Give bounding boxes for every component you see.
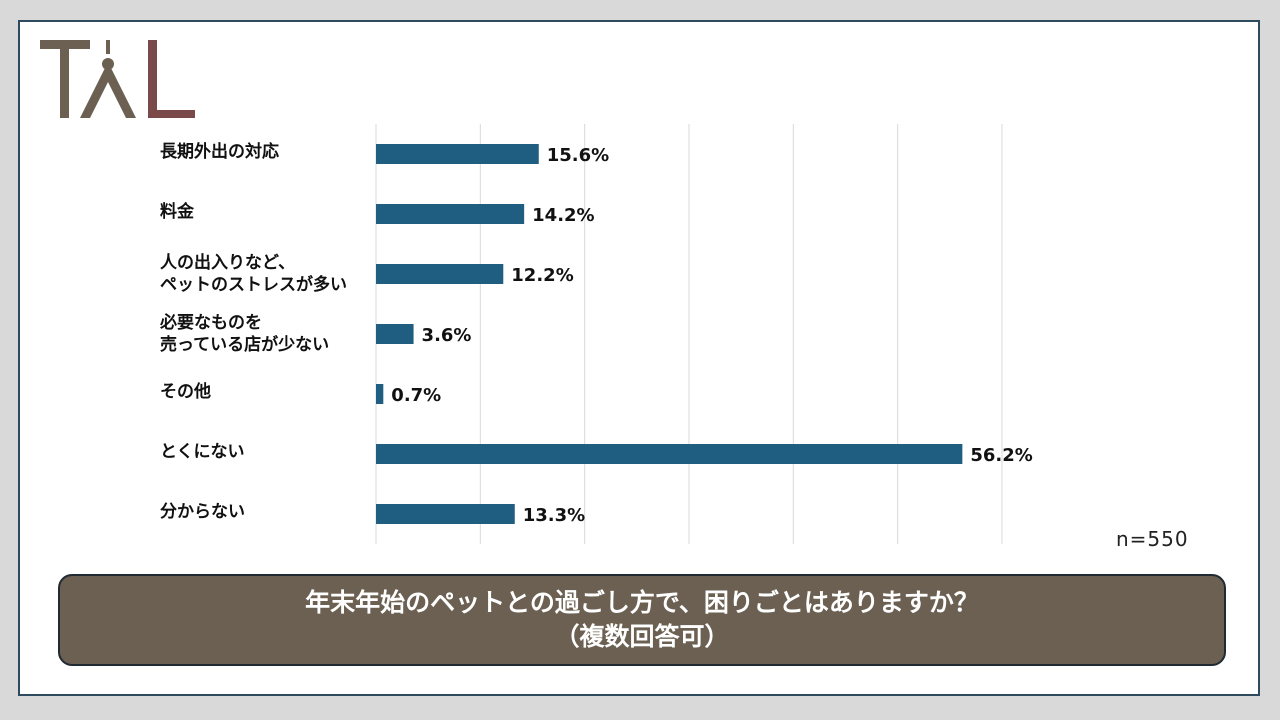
bar-3: [376, 324, 414, 344]
bar-0: [376, 144, 539, 164]
bar-1: [376, 204, 525, 224]
sample-size: n=550: [1116, 527, 1189, 551]
value-label-6: 13.3%: [523, 505, 585, 526]
category-label-line: 長期外出の対応: [160, 142, 279, 162]
bar-6: [376, 504, 515, 524]
value-label-5: 56.2%: [970, 445, 1032, 466]
value-label-2: 12.2%: [511, 265, 573, 286]
category-label-line: ペットのストレスが多い: [160, 275, 347, 295]
category-label-line: 売っている店が少ない: [160, 335, 330, 355]
bar-5: [376, 444, 963, 464]
value-label-1: 14.2%: [532, 205, 594, 226]
value-label-4: 0.7%: [391, 385, 441, 406]
category-label-2: 人の出入りなど、 ペットのストレスが多い: [160, 252, 347, 296]
category-label-6: 分からない: [160, 501, 245, 523]
value-label-0: 15.6%: [547, 145, 609, 166]
question-title: 年末年始のペットとの過ごし方で、困りごとはありますか？: [305, 588, 979, 617]
bar-2: [376, 264, 504, 284]
bar-4: [376, 384, 384, 404]
category-label-line: 分からない: [160, 502, 245, 522]
category-label-line: 料金: [160, 202, 194, 222]
category-label-4: その他: [160, 381, 211, 403]
question-title-box: 年末年始のペットとの過ごし方で、困りごとはありますか？ （複数回答可）: [58, 574, 1226, 666]
category-label-line: その他: [160, 382, 211, 402]
category-label-0: 長期外出の対応: [160, 141, 279, 163]
category-label-5: とくにない: [160, 441, 245, 463]
category-label-line: 必要なものを: [160, 313, 262, 333]
value-label-3: 3.6%: [422, 325, 472, 346]
question-subtitle: （複数回答可）: [554, 622, 730, 651]
category-label-line: 人の出入りなど、: [160, 253, 296, 273]
category-label-1: 料金: [160, 201, 194, 223]
category-label-line: とくにない: [160, 442, 245, 462]
category-label-3: 必要なものを 売っている店が少ない: [160, 312, 329, 356]
tal-logo: [40, 40, 195, 118]
